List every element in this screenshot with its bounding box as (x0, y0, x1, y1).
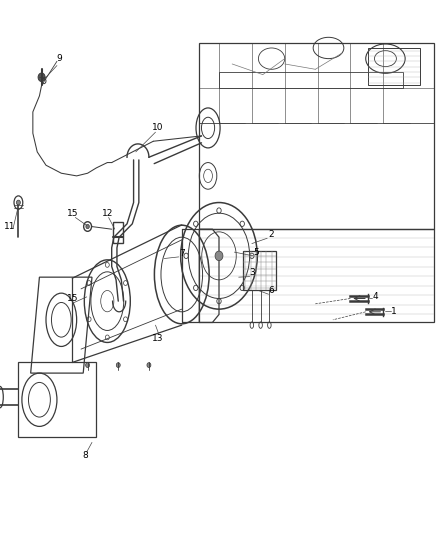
Text: 4: 4 (373, 293, 378, 301)
Text: 11: 11 (4, 222, 15, 231)
Ellipse shape (215, 251, 223, 261)
Text: 8: 8 (82, 451, 88, 460)
Text: 10: 10 (152, 124, 163, 132)
Ellipse shape (86, 224, 89, 229)
Ellipse shape (17, 200, 20, 205)
Text: 3: 3 (249, 269, 255, 277)
Text: 6: 6 (268, 286, 275, 295)
Text: 1: 1 (391, 307, 397, 316)
Ellipse shape (147, 362, 151, 368)
Ellipse shape (86, 362, 90, 368)
Text: 12: 12 (102, 209, 113, 217)
Ellipse shape (116, 362, 120, 368)
Text: 15: 15 (67, 209, 78, 217)
Text: 9: 9 (56, 54, 62, 63)
Ellipse shape (38, 73, 45, 82)
Text: 2: 2 (269, 230, 274, 239)
Text: 13: 13 (152, 334, 163, 343)
Text: 7: 7 (179, 249, 185, 257)
Text: 15: 15 (67, 294, 78, 303)
Bar (113, 222, 123, 243)
Bar (368, 48, 420, 85)
Bar (243, 251, 276, 290)
Text: 5: 5 (253, 248, 259, 256)
